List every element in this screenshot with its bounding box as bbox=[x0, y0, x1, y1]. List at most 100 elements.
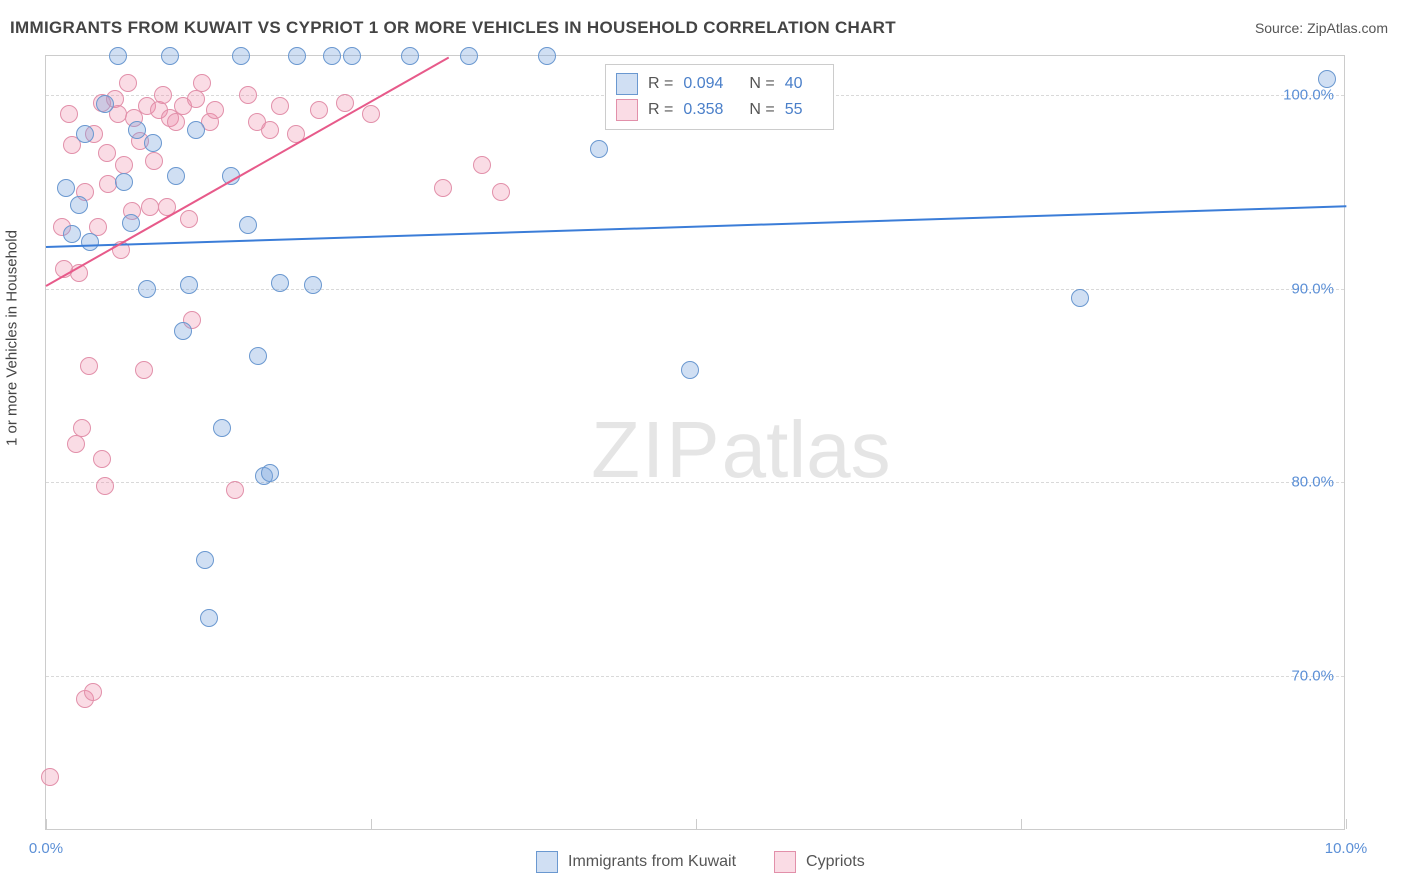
source-attribution: Source: ZipAtlas.com bbox=[1255, 20, 1388, 36]
legend-swatch bbox=[616, 73, 638, 95]
cypriot-point bbox=[167, 113, 185, 131]
cypriot-point bbox=[226, 481, 244, 499]
kuwait-point bbox=[128, 121, 146, 139]
cypriot-point bbox=[261, 121, 279, 139]
kuwait-point bbox=[288, 47, 306, 65]
cypriot-point bbox=[41, 768, 59, 786]
x-tick bbox=[696, 819, 697, 829]
kuwait-point bbox=[590, 140, 608, 158]
kuwait-point bbox=[115, 173, 133, 191]
cypriot-point bbox=[239, 86, 257, 104]
kuwait-point bbox=[232, 47, 250, 65]
y-tick-label: 70.0% bbox=[1291, 668, 1334, 685]
cypriot-point bbox=[154, 86, 172, 104]
x-tick bbox=[371, 819, 372, 829]
y-axis-title: 1 or more Vehicles in Household bbox=[4, 230, 21, 446]
kuwait-point bbox=[538, 47, 556, 65]
kuwait-point bbox=[96, 95, 114, 113]
kuwait-point bbox=[1318, 70, 1336, 88]
cypriot-point bbox=[310, 101, 328, 119]
kuwait-point bbox=[76, 125, 94, 143]
kuwait-point bbox=[249, 347, 267, 365]
plot-area: ZIPatlas 70.0%80.0%90.0%100.0%0.0%10.0%R… bbox=[45, 55, 1345, 830]
legend-swatch bbox=[774, 851, 796, 873]
watermark-atlas: atlas bbox=[722, 405, 891, 494]
cypriot-point bbox=[119, 74, 137, 92]
kuwait-point bbox=[138, 280, 156, 298]
cypriot-point bbox=[98, 144, 116, 162]
x-tick bbox=[1021, 819, 1022, 829]
cypriot-point bbox=[115, 156, 133, 174]
cypriot-point bbox=[84, 683, 102, 701]
kuwait-point bbox=[200, 609, 218, 627]
kuwait-point bbox=[343, 47, 361, 65]
cypriot-point bbox=[93, 450, 111, 468]
y-tick-label: 80.0% bbox=[1291, 474, 1334, 491]
x-tick bbox=[1346, 819, 1347, 829]
legend-n-value: 40 bbox=[785, 71, 803, 97]
legend-series-label: Immigrants from Kuwait bbox=[568, 853, 736, 871]
kuwait-point bbox=[81, 233, 99, 251]
kuwait-point bbox=[180, 276, 198, 294]
cypriot-point bbox=[67, 435, 85, 453]
cypriot-point bbox=[135, 361, 153, 379]
legend-n-label: N = bbox=[749, 97, 774, 123]
cypriot-point bbox=[180, 210, 198, 228]
cypriot-point bbox=[80, 357, 98, 375]
chart-container: IMMIGRANTS FROM KUWAIT VS CYPRIOT 1 OR M… bbox=[0, 0, 1406, 892]
cypriot-point bbox=[362, 105, 380, 123]
y-tick-label: 100.0% bbox=[1283, 86, 1334, 103]
legend-r-value: 0.094 bbox=[683, 71, 723, 97]
kuwait-point bbox=[271, 274, 289, 292]
kuwait-point bbox=[681, 361, 699, 379]
kuwait-point bbox=[144, 134, 162, 152]
legend-series-label: Cypriots bbox=[806, 853, 865, 871]
legend-n-value: 55 bbox=[785, 97, 803, 123]
kuwait-point bbox=[109, 47, 127, 65]
cypriot-point bbox=[96, 477, 114, 495]
cypriot-point bbox=[492, 183, 510, 201]
kuwait-point bbox=[174, 322, 192, 340]
legend-row: R = 0.094 N = 40 bbox=[616, 71, 819, 97]
cypriot-point bbox=[336, 94, 354, 112]
legend-row: R = 0.358N = 55 bbox=[616, 97, 819, 123]
kuwait-point bbox=[161, 47, 179, 65]
legend-r-value: 0.358 bbox=[683, 97, 723, 123]
kuwait-point bbox=[1071, 289, 1089, 307]
kuwait-point bbox=[196, 551, 214, 569]
cypriot-point bbox=[206, 101, 224, 119]
cypriot-point bbox=[145, 152, 163, 170]
legend-correlation: R = 0.094 N = 40R = 0.358 N = 55 bbox=[605, 64, 834, 130]
grid-line bbox=[46, 676, 1344, 677]
source-label: Source: bbox=[1255, 20, 1307, 36]
x-tick-label: 10.0% bbox=[1325, 840, 1368, 857]
kuwait-point bbox=[213, 419, 231, 437]
legend-r-label: R = bbox=[648, 71, 673, 97]
chart-title: IMMIGRANTS FROM KUWAIT VS CYPRIOT 1 OR M… bbox=[10, 18, 896, 38]
x-tick-label: 0.0% bbox=[29, 840, 63, 857]
kuwait-point bbox=[63, 225, 81, 243]
cypriot-point bbox=[73, 419, 91, 437]
cypriot-point bbox=[434, 179, 452, 197]
kuwait-point bbox=[167, 167, 185, 185]
source-value: ZipAtlas.com bbox=[1307, 20, 1388, 36]
y-tick-label: 90.0% bbox=[1291, 280, 1334, 297]
kuwait-point bbox=[122, 214, 140, 232]
cypriot-point bbox=[141, 198, 159, 216]
cypriot-point bbox=[187, 90, 205, 108]
kuwait-point bbox=[239, 216, 257, 234]
kuwait-point bbox=[460, 47, 478, 65]
legend-series: Immigrants from Kuwait Cypriots bbox=[536, 851, 893, 873]
kuwait-point bbox=[57, 179, 75, 197]
watermark-zip: ZIP bbox=[591, 405, 721, 494]
legend-n-label: N = bbox=[749, 71, 774, 97]
cypriot-point bbox=[193, 74, 211, 92]
kuwait-point bbox=[401, 47, 419, 65]
kuwait-point bbox=[304, 276, 322, 294]
kuwait-point bbox=[261, 464, 279, 482]
cypriot-point bbox=[473, 156, 491, 174]
cypriot-point bbox=[60, 105, 78, 123]
legend-swatch bbox=[536, 851, 558, 873]
cypriot-point bbox=[271, 97, 289, 115]
legend-swatch bbox=[616, 99, 638, 121]
